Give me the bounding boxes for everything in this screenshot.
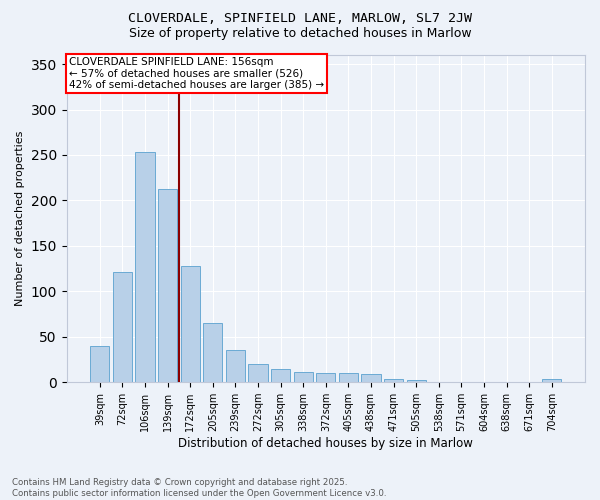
Text: Size of property relative to detached houses in Marlow: Size of property relative to detached ho… bbox=[128, 28, 472, 40]
Bar bbox=[361, 374, 380, 382]
Bar bbox=[203, 323, 223, 382]
Bar bbox=[384, 378, 403, 382]
Bar bbox=[316, 373, 335, 382]
Bar bbox=[248, 364, 268, 382]
Y-axis label: Number of detached properties: Number of detached properties bbox=[15, 131, 25, 306]
Bar bbox=[181, 266, 200, 382]
Text: Contains HM Land Registry data © Crown copyright and database right 2025.
Contai: Contains HM Land Registry data © Crown c… bbox=[12, 478, 386, 498]
Bar bbox=[407, 380, 426, 382]
Bar bbox=[90, 346, 109, 382]
Bar bbox=[158, 188, 177, 382]
Bar bbox=[271, 368, 290, 382]
Bar bbox=[293, 372, 313, 382]
Text: CLOVERDALE, SPINFIELD LANE, MARLOW, SL7 2JW: CLOVERDALE, SPINFIELD LANE, MARLOW, SL7 … bbox=[128, 12, 472, 26]
Text: CLOVERDALE SPINFIELD LANE: 156sqm
← 57% of detached houses are smaller (526)
42%: CLOVERDALE SPINFIELD LANE: 156sqm ← 57% … bbox=[69, 56, 325, 90]
Bar bbox=[113, 272, 132, 382]
Bar bbox=[226, 350, 245, 382]
Bar bbox=[542, 380, 562, 382]
X-axis label: Distribution of detached houses by size in Marlow: Distribution of detached houses by size … bbox=[178, 437, 473, 450]
Bar bbox=[339, 373, 358, 382]
Bar bbox=[136, 152, 155, 382]
